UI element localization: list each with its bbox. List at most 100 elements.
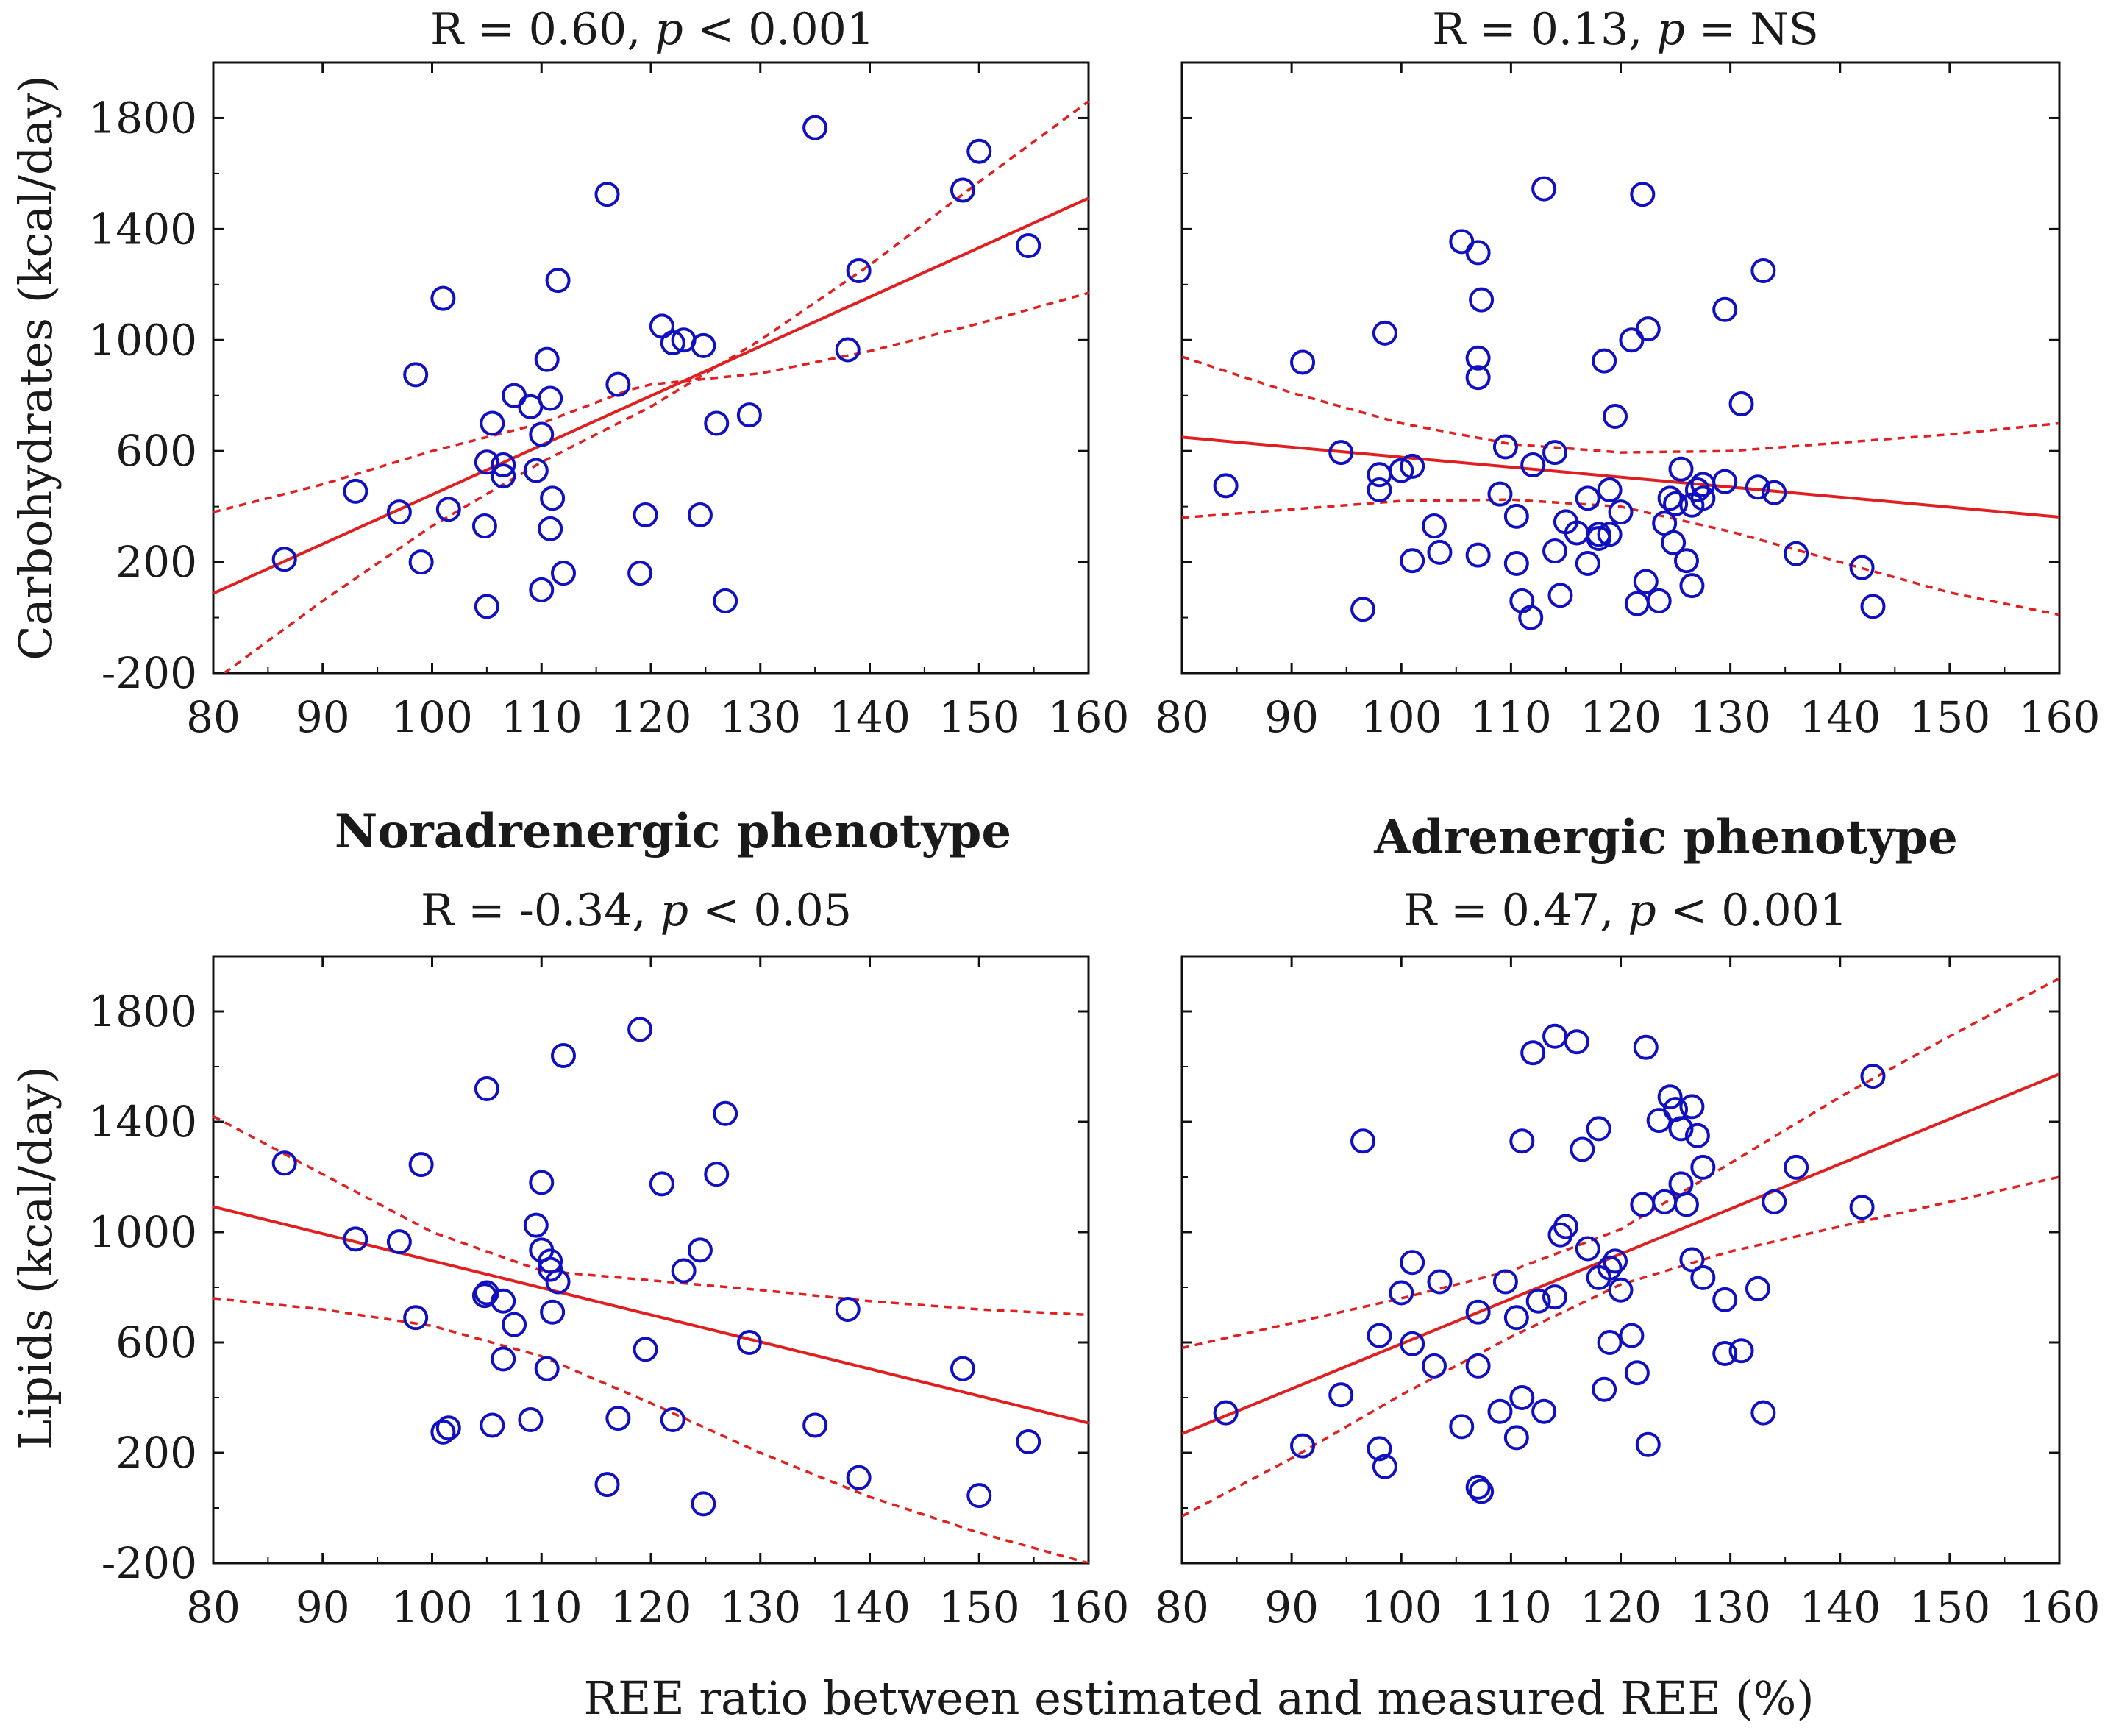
data-point	[1586, 526, 1611, 552]
data-point	[1350, 597, 1376, 622]
data-point	[1449, 229, 1475, 255]
data-point	[430, 285, 456, 311]
x-tick-label: 150	[1909, 1582, 1991, 1632]
x-tick-label: 140	[1799, 1582, 1881, 1632]
data-point	[1213, 473, 1239, 499]
data-point	[1619, 1323, 1645, 1348]
y-tick-label: 1800	[88, 93, 197, 143]
data-point	[518, 1407, 544, 1432]
data-point	[1564, 1029, 1589, 1055]
x-tick-label: 100	[1361, 692, 1442, 742]
data-point	[671, 1258, 697, 1284]
data-point	[1421, 1353, 1447, 1379]
x-tick-label: 140	[829, 1582, 911, 1632]
data-point	[480, 410, 505, 436]
x-tick-label: 110	[1470, 1582, 1552, 1632]
data-point	[1673, 1192, 1699, 1217]
data-point	[1389, 1280, 1414, 1306]
data-point	[1492, 1269, 1518, 1295]
y-tick-label: 1400	[88, 204, 197, 254]
x-tick-label: 90	[296, 692, 350, 742]
data-point	[1367, 1436, 1392, 1462]
data-point	[605, 371, 631, 397]
data-point	[1503, 550, 1529, 576]
data-point	[1860, 594, 1886, 619]
data-point	[1657, 485, 1683, 511]
data-point	[1849, 555, 1875, 580]
data-point	[1661, 530, 1687, 555]
data-point	[408, 549, 434, 575]
data-point	[1690, 1264, 1716, 1290]
data-point	[403, 1305, 429, 1331]
plot-frame	[212, 61, 1090, 675]
data-point	[1525, 1288, 1551, 1314]
data-point	[966, 138, 992, 164]
x-tick-label: 130	[1689, 692, 1771, 742]
data-point	[540, 485, 566, 511]
data-point	[835, 1297, 861, 1322]
data-point	[1597, 522, 1623, 547]
data-point	[1668, 1171, 1694, 1197]
x-tick-label: 80	[1155, 692, 1209, 742]
data-point	[713, 588, 738, 613]
data-point	[538, 1256, 563, 1282]
data-point	[1679, 1094, 1705, 1120]
data-point	[1608, 1277, 1634, 1303]
data-point	[1465, 1353, 1491, 1379]
x-tick-label: 130	[719, 692, 801, 742]
phenotype-label-noradrenergic: Noradrenergic phenotype	[335, 804, 1011, 859]
data-point	[386, 1229, 412, 1255]
data-point	[802, 115, 828, 140]
data-point	[966, 1483, 992, 1509]
data-point	[1712, 469, 1738, 494]
data-point	[1603, 1248, 1628, 1274]
data-point	[538, 516, 563, 541]
data-point	[491, 1346, 516, 1372]
data-point	[1492, 434, 1518, 460]
data-point	[627, 561, 653, 586]
x-tick-label: 120	[1580, 692, 1661, 742]
confidence-band-lower	[213, 291, 1089, 513]
data-point	[1520, 452, 1546, 478]
data-point	[1016, 233, 1041, 258]
x-tick-label: 160	[2019, 692, 2101, 742]
data-point	[1367, 477, 1392, 502]
confidence-band-lower	[1182, 1175, 2059, 1518]
data-point	[1465, 240, 1491, 266]
confidence-band-upper	[213, 1114, 1089, 1317]
data-point	[1016, 1429, 1041, 1454]
data-point	[1690, 485, 1716, 511]
data-point	[551, 561, 576, 586]
data-point	[846, 257, 872, 283]
confidence-band-lower	[213, 1297, 1089, 1563]
data-point	[649, 313, 674, 339]
data-point	[502, 1312, 527, 1337]
data-point	[605, 1406, 631, 1431]
confidence-band-upper	[223, 100, 1089, 673]
data-point	[1542, 538, 1568, 563]
data-point	[1531, 176, 1557, 202]
data-point	[491, 452, 516, 478]
data-point	[1213, 1400, 1239, 1426]
data-point	[474, 594, 499, 619]
data-point	[1608, 499, 1634, 525]
data-point	[736, 402, 762, 428]
data-point	[1635, 316, 1661, 342]
y-tick-label: 200	[115, 537, 197, 587]
data-point	[491, 463, 516, 489]
x-tick-label: 120	[610, 692, 692, 742]
plot-frame	[212, 955, 1090, 1565]
data-point	[1553, 1214, 1578, 1239]
data-point	[534, 346, 560, 372]
panel-title-1: R = 0.13, p = NS	[1432, 4, 1819, 55]
data-point	[633, 502, 658, 527]
data-point	[1630, 182, 1656, 207]
y-tick-label: 1400	[88, 1097, 197, 1147]
data-point	[1465, 1474, 1491, 1500]
data-point	[534, 1356, 560, 1381]
data-point	[474, 449, 499, 475]
phenotype-label-adrenergic: Adrenergic phenotype	[1373, 810, 1958, 865]
data-point	[1372, 1454, 1397, 1479]
x-tick-label: 110	[501, 692, 583, 742]
